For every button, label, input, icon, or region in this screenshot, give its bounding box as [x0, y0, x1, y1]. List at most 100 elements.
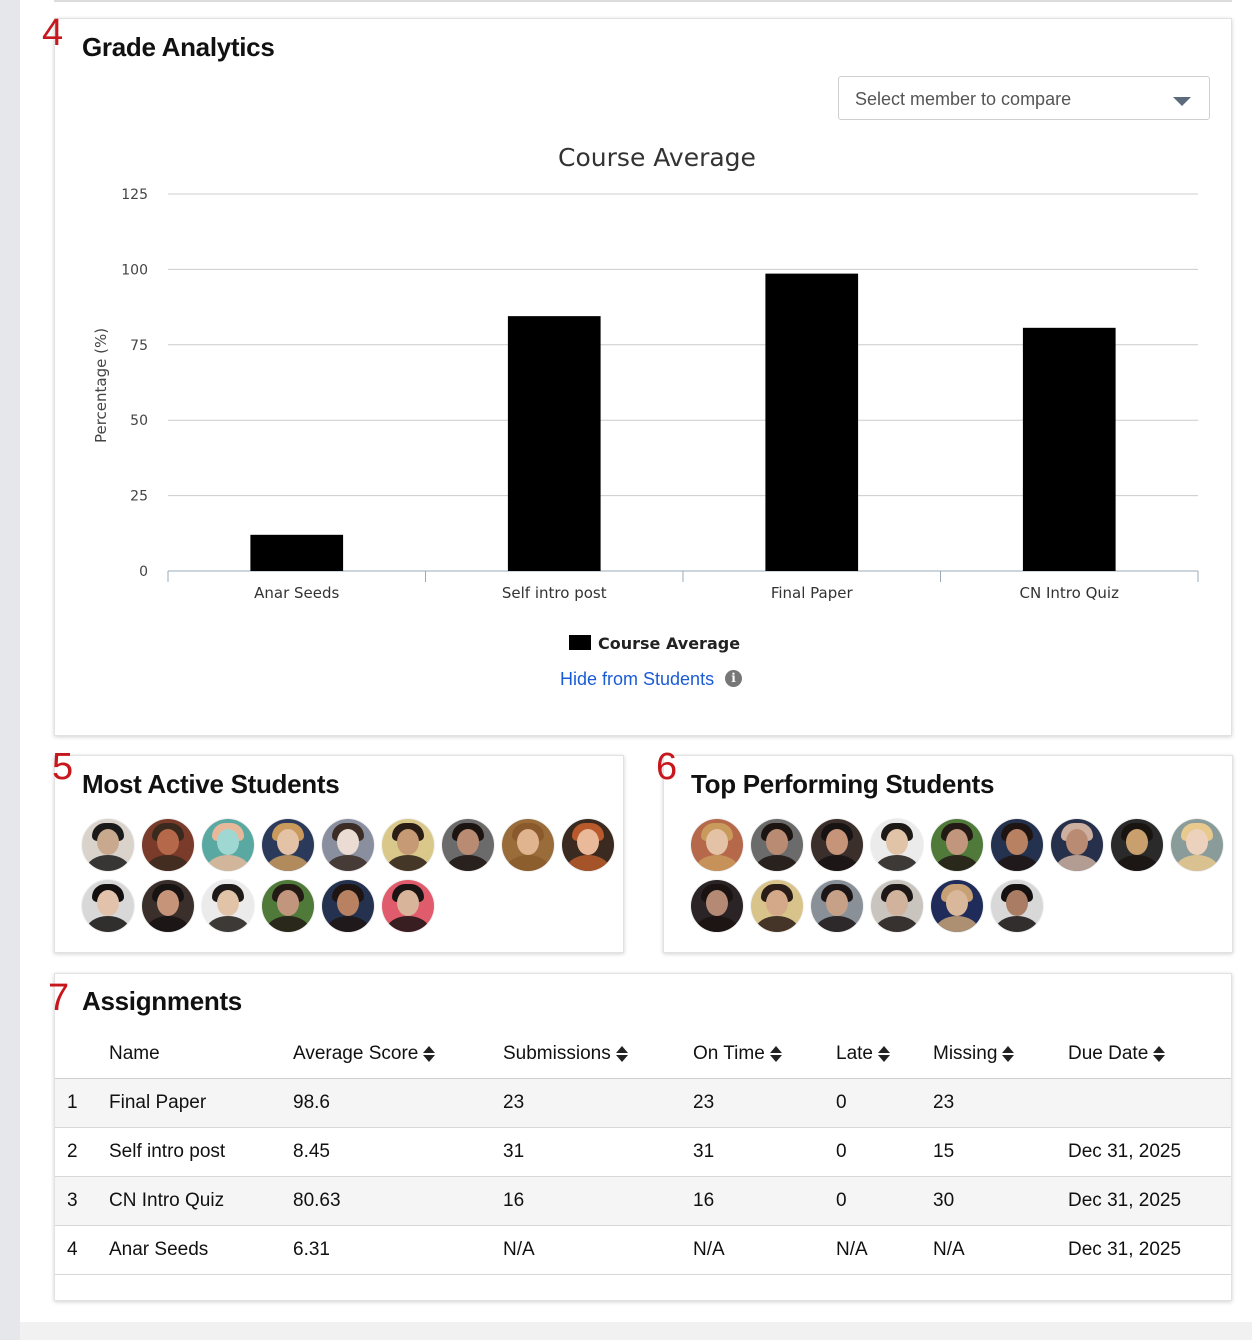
most-active-title: Most Active Students — [82, 769, 340, 799]
compare-member-select[interactable]: Select member to compare — [838, 76, 1210, 120]
legend-swatch — [569, 635, 591, 650]
avatar-body — [506, 855, 550, 871]
x-tick-label: Self intro post — [502, 584, 607, 602]
chart-bar — [507, 316, 601, 571]
avatar-face — [1126, 829, 1148, 855]
table-cell: Dec 31, 2025 — [1068, 1127, 1231, 1177]
sort-icon[interactable] — [1153, 1045, 1166, 1062]
avatar-face — [1006, 890, 1028, 916]
student-avatar[interactable] — [562, 819, 614, 871]
student-avatar[interactable] — [871, 880, 923, 932]
avatar-body — [875, 855, 919, 871]
section-marker-7: 7 — [48, 977, 70, 1019]
student-avatar[interactable] — [931, 880, 983, 932]
student-avatar[interactable] — [691, 819, 743, 871]
y-axis-label: Percentage (%) — [92, 328, 110, 443]
student-avatar[interactable] — [202, 819, 254, 871]
student-avatar[interactable] — [442, 819, 494, 871]
student-avatar[interactable] — [691, 880, 743, 932]
x-tick-label: CN Intro Quiz — [1020, 584, 1120, 602]
student-avatar[interactable] — [1051, 819, 1103, 871]
student-avatar[interactable] — [262, 880, 314, 932]
avatar-face — [517, 829, 539, 855]
student-avatar[interactable] — [871, 819, 923, 871]
student-avatar[interactable] — [382, 819, 434, 871]
avatar-face — [1186, 829, 1208, 855]
section-marker-6: 6 — [656, 746, 678, 788]
student-avatar[interactable] — [322, 880, 374, 932]
avatar-body — [755, 916, 799, 932]
avatar-body — [875, 916, 919, 932]
student-avatar[interactable] — [811, 880, 863, 932]
table-cell: 8.45 — [293, 1127, 503, 1177]
student-avatar[interactable] — [1111, 819, 1163, 871]
column-header-late[interactable]: Late — [836, 1030, 933, 1079]
avatar-body — [695, 916, 739, 932]
student-avatar[interactable] — [322, 819, 374, 871]
student-avatar[interactable] — [82, 819, 134, 871]
hide-from-students-link[interactable]: Hide from Students — [560, 669, 715, 689]
avatar-face — [277, 890, 299, 916]
section-marker-4: 4 — [42, 12, 64, 54]
column-header-label: Submissions — [503, 1043, 611, 1064]
student-avatar[interactable] — [811, 819, 863, 871]
student-avatar[interactable] — [502, 819, 554, 871]
student-avatar[interactable] — [931, 819, 983, 871]
assignments-title: Assignments — [82, 986, 242, 1016]
student-avatar[interactable] — [751, 819, 803, 871]
avatar-body — [695, 855, 739, 871]
column-header-average-score[interactable]: Average Score — [293, 1030, 503, 1079]
table-row[interactable]: 1 Final Paper 98.6 23 23 0 23 — [55, 1078, 1231, 1128]
avatar-face — [826, 890, 848, 916]
table-cell: 16 — [693, 1176, 836, 1226]
table-cell — [1068, 1078, 1231, 1128]
avatar-face — [766, 890, 788, 916]
table-header-row: Name Average Score Submissions On Time Late M… — [55, 1030, 1231, 1079]
sort-icon[interactable] — [1002, 1045, 1015, 1062]
student-avatar[interactable] — [262, 819, 314, 871]
avatar-face — [337, 829, 359, 855]
student-avatar[interactable] — [142, 819, 194, 871]
column-header-missing[interactable]: Missing — [933, 1030, 1068, 1079]
sort-icon[interactable] — [423, 1045, 436, 1062]
avatar-body — [935, 855, 979, 871]
page-left-rail — [0, 0, 20, 1340]
avatar-face — [397, 829, 419, 855]
avatar-face — [826, 829, 848, 855]
student-avatar[interactable] — [202, 880, 254, 932]
table-cell: 3 — [55, 1176, 109, 1226]
avatar-body — [326, 855, 370, 871]
column-header-on-time[interactable]: On Time — [693, 1030, 836, 1079]
avatar-body — [1055, 855, 1099, 871]
student-avatar[interactable] — [82, 880, 134, 932]
sort-icon[interactable] — [769, 1045, 782, 1062]
sort-icon[interactable] — [615, 1045, 628, 1062]
student-avatar[interactable] — [1171, 819, 1223, 871]
column-header-submissions[interactable]: Submissions — [503, 1030, 693, 1079]
chart-bar — [765, 273, 859, 571]
section-marker-5: 5 — [52, 746, 74, 788]
student-avatar[interactable] — [991, 880, 1043, 932]
previous-card-edge — [54, 0, 1232, 2]
table-cell: Final Paper — [109, 1078, 293, 1128]
student-avatar[interactable] — [751, 880, 803, 932]
avatar-body — [995, 916, 1039, 932]
table-row[interactable]: 2 Self intro post 8.45 31 31 0 15 Dec 31, 2025 — [55, 1127, 1231, 1177]
column-header-due-date[interactable]: Due Date — [1068, 1030, 1231, 1079]
y-tick-label: 0 — [139, 564, 148, 580]
student-avatar[interactable] — [382, 880, 434, 932]
grade-analytics-title: Grade Analytics — [82, 32, 275, 62]
table-row[interactable]: 3 CN Intro Quiz 80.63 16 16 0 30 Dec 31, 2025 — [55, 1176, 1231, 1226]
column-header-label: Name — [109, 1043, 160, 1064]
student-avatar[interactable] — [991, 819, 1043, 871]
chart-title: Course Average — [558, 143, 756, 172]
sort-icon[interactable] — [877, 1045, 890, 1062]
avatar-face — [457, 829, 479, 855]
table-cell: 30 — [933, 1176, 1068, 1226]
avatar-face — [217, 890, 239, 916]
info-icon[interactable]: i — [725, 670, 742, 687]
table-row[interactable]: 4 Anar Seeds 6.31 N/A N/A N/A N/A Dec 31, 2025 — [55, 1225, 1231, 1275]
table-cell: 1 — [55, 1078, 109, 1128]
student-avatar[interactable] — [142, 880, 194, 932]
avatar-body — [266, 855, 310, 871]
